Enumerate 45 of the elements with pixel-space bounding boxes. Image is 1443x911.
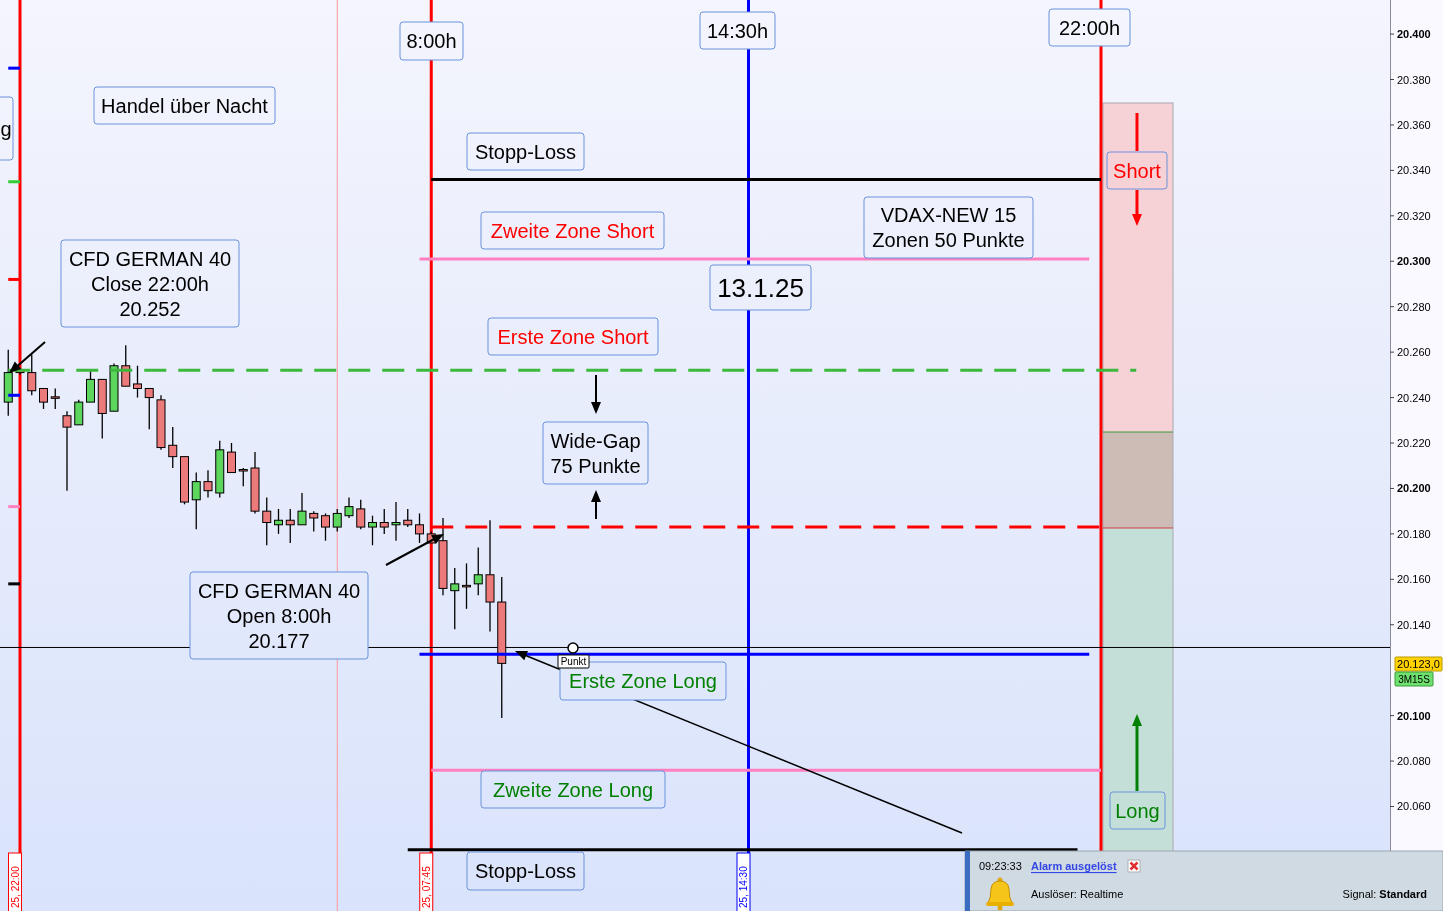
- y-tick-label: 20.140: [1397, 618, 1431, 631]
- y-tick-label: 20.220: [1397, 437, 1431, 449]
- annotation: Short: [1113, 159, 1162, 182]
- y-tick-label: 20.280: [1397, 300, 1431, 313]
- y-tick-label: 20.340: [1397, 164, 1431, 177]
- y-tick-label: 20.060: [1397, 800, 1431, 813]
- y-tick-label: 20.080: [1397, 755, 1431, 768]
- y-tick-label: 20.100: [1397, 709, 1431, 722]
- annotation: 8:00h: [406, 30, 457, 52]
- y-tick-label: 20.260: [1397, 346, 1431, 359]
- annotation: 09:23:33: [979, 860, 1022, 872]
- y-tick-label: 20.300: [1397, 255, 1431, 268]
- annotation: Zweite Zone Short: [490, 219, 655, 242]
- annotation: 14:30h: [706, 19, 769, 42]
- annotation: Alarm ausgelöst: [1031, 860, 1117, 872]
- annotation: g: [0, 117, 12, 140]
- y-tick-label: 20.380: [1397, 73, 1431, 86]
- annotation: Zweite Zone Long: [492, 778, 654, 801]
- x-tick-label: 25, 07:45: [420, 865, 432, 908]
- y-tick-label: 20.240: [1397, 391, 1431, 404]
- text: 20.123,0: [1397, 658, 1440, 670]
- annotation: Stopp-Loss: [474, 860, 577, 882]
- annotation: 22:00h: [1058, 16, 1121, 39]
- x-tick-label: 25, 14:30: [738, 865, 749, 908]
- annotation: VDAX-NEW 15 Zonen 50 Punkte: [872, 204, 1025, 251]
- annotation: CFD GERMAN 40 Close 22:00h 20.252: [68, 247, 232, 320]
- annotation: Punkt: [560, 656, 587, 667]
- y-tick-label: 20.400: [1397, 28, 1431, 41]
- y-tick-label: 20.160: [1397, 573, 1431, 586]
- annotation: CFD GERMAN 40 Open 8:00h 20.177: [197, 579, 361, 652]
- annotation: Handel über Nacht: [101, 94, 269, 117]
- annotation: Wide-Gap 75 Punkte: [550, 429, 641, 477]
- x-tick-label: 25, 22:00: [9, 865, 21, 908]
- annotation: 13.1.25: [717, 272, 804, 303]
- y-tick-label: 20.360: [1397, 118, 1431, 131]
- y-tick-label: 20.320: [1397, 209, 1431, 222]
- y-tick-label: 20.200: [1397, 482, 1431, 495]
- text: 3M15S: [1398, 673, 1431, 685]
- y-tick-label: 20.180: [1397, 527, 1431, 540]
- annotation: Stopp-Loss: [474, 140, 577, 163]
- annotation: Long: [1115, 799, 1160, 822]
- annotation: Erste Zone Short: [497, 325, 650, 348]
- annotation: Auslöser: Realtime: [1031, 888, 1124, 900]
- text: Signal: Standard: [1342, 888, 1427, 900]
- annotation: Erste Zone Long: [569, 670, 717, 692]
